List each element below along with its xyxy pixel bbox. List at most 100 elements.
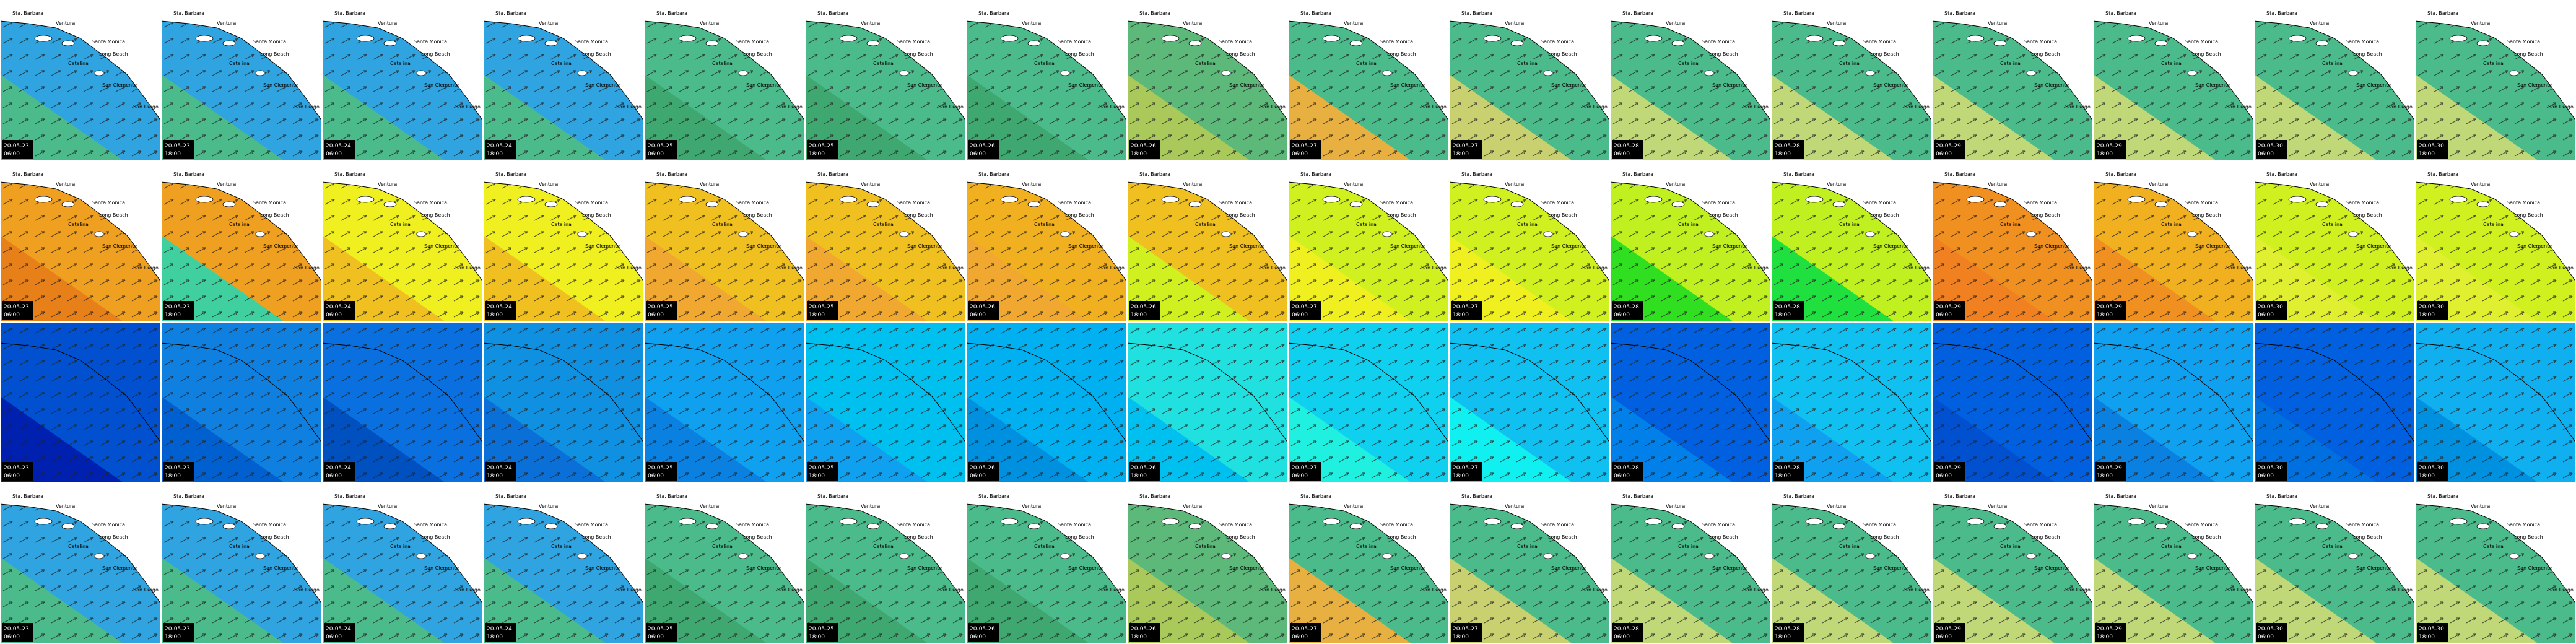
island bbox=[416, 70, 427, 76]
place-label: Catalina bbox=[2161, 222, 2182, 227]
island bbox=[1000, 35, 1019, 42]
place-label: San Diego bbox=[1099, 587, 1125, 593]
island bbox=[2509, 70, 2520, 76]
timestamp-box bbox=[2256, 140, 2287, 159]
place-label: Sta. Barbara bbox=[978, 11, 1009, 16]
place-label: Sta. Barbara bbox=[1300, 494, 1331, 499]
land bbox=[1932, 483, 2093, 604]
island bbox=[1704, 231, 1715, 237]
date-label: 20-05-26 bbox=[1131, 143, 1156, 149]
tile-border bbox=[1932, 322, 2093, 483]
land bbox=[644, 483, 805, 604]
tile-border bbox=[322, 161, 483, 322]
land bbox=[966, 0, 1127, 121]
place-label: Sta. Barbara bbox=[2266, 11, 2297, 16]
place-label: Catalina bbox=[390, 544, 411, 549]
time-label: 18:00 bbox=[2097, 473, 2113, 479]
place-label: San Diego bbox=[2548, 104, 2574, 110]
place-label: Sta. Barbara bbox=[495, 11, 526, 16]
place-label: San Diego bbox=[1421, 265, 1447, 271]
date-label: 20-05-23 bbox=[165, 626, 190, 632]
island bbox=[705, 523, 719, 529]
place-label: Sta. Barbara bbox=[817, 494, 848, 499]
place-label: Sta. Barbara bbox=[1622, 172, 1653, 177]
wind-arrows bbox=[0, 322, 161, 483]
land bbox=[322, 483, 483, 604]
place-label: Sta. Barbara bbox=[1461, 494, 1492, 499]
island bbox=[1188, 523, 1202, 529]
place-label: Sta. Barbara bbox=[656, 11, 687, 16]
coastline bbox=[1770, 503, 1933, 604]
place-label: San Clemente bbox=[2517, 565, 2552, 571]
coastline bbox=[2253, 503, 2416, 604]
map-tile: 20-05-30 18:00 bbox=[2414, 322, 2576, 483]
tile-border bbox=[2093, 161, 2254, 322]
place-label: Sta. Barbara bbox=[2105, 494, 2136, 499]
island bbox=[2127, 518, 2146, 525]
date-label: 20-05-25 bbox=[648, 626, 673, 632]
place-label: Catalina bbox=[712, 61, 733, 66]
time-label: 18:00 bbox=[1775, 151, 1791, 157]
place-label: Sta. Barbara bbox=[817, 172, 848, 177]
island bbox=[899, 70, 910, 76]
place-label: Long Beach bbox=[1870, 534, 1899, 540]
place-label: Ventura bbox=[539, 20, 558, 26]
place-label: Catalina bbox=[2161, 544, 2182, 549]
island bbox=[577, 70, 588, 76]
place-label: Long Beach bbox=[99, 534, 128, 540]
place-label: Long Beach bbox=[1870, 212, 1899, 218]
place-label: Long Beach bbox=[743, 51, 772, 57]
place-label: San Clemente bbox=[2195, 243, 2230, 249]
date-label: 20-05-29 bbox=[2097, 465, 2122, 471]
place-label: Ventura bbox=[2310, 20, 2329, 26]
date-label: 20-05-27 bbox=[1292, 626, 1317, 632]
map-tile: Sta. Barbara Ventura Santa Monica Long Beac… bbox=[160, 483, 323, 644]
place-label: Catalina bbox=[2000, 61, 2021, 66]
place-label: Santa Monica bbox=[1702, 522, 1735, 528]
place-label: Catalina bbox=[2483, 61, 2504, 66]
coastline bbox=[1931, 503, 2094, 604]
wind-arrows bbox=[483, 322, 644, 483]
place-label: Catalina bbox=[2161, 61, 2182, 66]
island bbox=[2315, 523, 2329, 529]
timestamp-box bbox=[1773, 623, 1804, 642]
place-label: Santa Monica bbox=[1380, 522, 1413, 528]
date-label: 20-05-30 bbox=[2258, 304, 2283, 310]
date-label: 20-05-23 bbox=[4, 304, 29, 310]
time-label: 06:00 bbox=[4, 634, 20, 640]
place-label: San Clemente bbox=[1229, 565, 1264, 571]
time-label: 06:00 bbox=[970, 312, 986, 318]
island bbox=[222, 201, 236, 207]
place-label: Long Beach bbox=[1065, 212, 1094, 218]
place-label: Long Beach bbox=[421, 51, 450, 57]
time-label: 06:00 bbox=[1614, 473, 1630, 479]
island bbox=[1993, 40, 2007, 46]
map-tile: Sta. Barbara Ventura Santa Monica Long Beac… bbox=[1609, 483, 1772, 644]
place-label: San Clemente bbox=[1712, 82, 1747, 88]
place-label: Ventura bbox=[1183, 181, 1202, 187]
place-label: San Clemente bbox=[102, 82, 137, 88]
map-tile: 20-05-24 06:00 bbox=[321, 322, 484, 483]
island bbox=[1060, 231, 1071, 237]
place-label: Sta. Barbara bbox=[173, 11, 204, 16]
date-label: 20-05-28 bbox=[1775, 626, 1800, 632]
date-label: 20-05-23 bbox=[4, 626, 29, 632]
place-label: Ventura bbox=[1505, 20, 1524, 26]
land bbox=[1449, 0, 1610, 121]
place-label: San Diego bbox=[294, 587, 320, 593]
place-label: San Clemente bbox=[424, 82, 459, 88]
time-label: 18:00 bbox=[1453, 312, 1469, 318]
place-label: Ventura bbox=[378, 503, 397, 509]
coastline bbox=[2092, 181, 2255, 282]
coastline bbox=[1287, 503, 1450, 604]
place-label: San Clemente bbox=[2195, 565, 2230, 571]
place-label: Ventura bbox=[1666, 20, 1685, 26]
island bbox=[678, 518, 697, 525]
place-label: San Diego bbox=[777, 104, 803, 110]
place-label: San Diego bbox=[1260, 587, 1286, 593]
place-label: Ventura bbox=[1022, 20, 1041, 26]
island bbox=[1483, 196, 1502, 203]
island bbox=[2127, 35, 2146, 42]
place-label: Santa Monica bbox=[575, 522, 608, 528]
tile-border bbox=[1771, 161, 1932, 322]
